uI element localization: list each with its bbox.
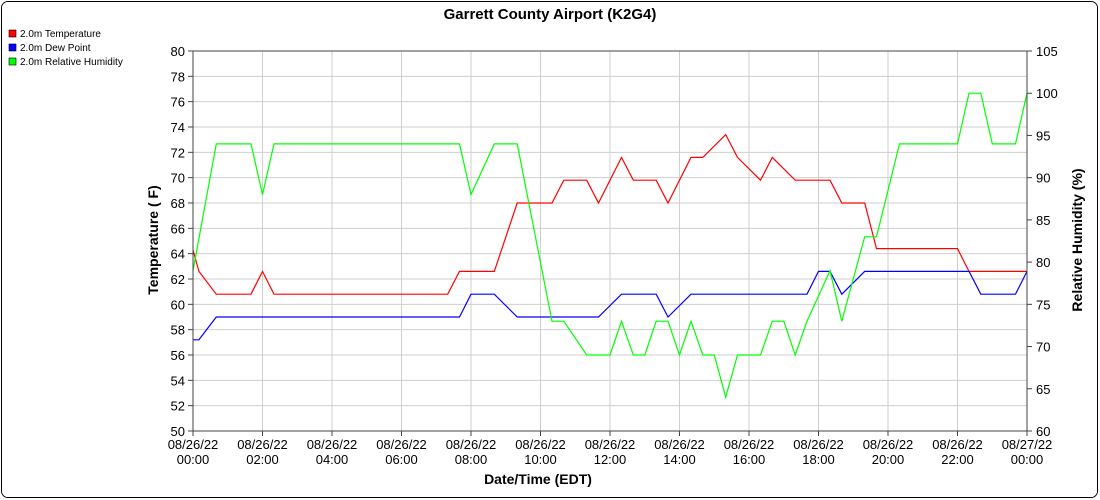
x-tick-date: 08/26/22	[376, 437, 427, 452]
left-tick-label: 80	[171, 44, 185, 59]
series-line-1	[193, 270, 1028, 341]
left-tick-label: 72	[171, 145, 185, 160]
right-tick-label: 100	[1036, 86, 1058, 101]
legend-swatch	[8, 29, 17, 38]
x-tick-date: 08/26/22	[515, 437, 566, 452]
x-tick-time: 00:00	[177, 452, 210, 467]
right-tick-label: 60	[1036, 424, 1050, 439]
right-tick-label: 65	[1036, 382, 1050, 397]
x-axis-ticks: 08/26/2200:0008/26/2202:0008/26/2204:000…	[168, 431, 1053, 467]
left-tick-label: 78	[171, 69, 185, 84]
x-tick-date: 08/26/22	[654, 437, 705, 452]
legend-label: 2.0m Relative Humidity	[20, 57, 123, 68]
x-tick-time: 22:00	[941, 452, 974, 467]
x-tick-time: 12:00	[594, 452, 627, 467]
x-tick-time: 08:00	[455, 452, 488, 467]
x-tick-date: 08/26/22	[446, 437, 497, 452]
x-tick-date: 08/26/22	[863, 437, 914, 452]
left-tick-label: 74	[171, 120, 185, 135]
chart-title: Garrett County Airport (K2G4)	[444, 6, 657, 23]
legend-label: 2.0m Dew Point	[20, 43, 91, 54]
left-tick-label: 58	[171, 323, 185, 338]
grid-lines	[192, 50, 1028, 432]
x-axis-label: Date/Time (EDT)	[484, 471, 592, 487]
x-tick-date: 08/26/22	[793, 437, 844, 452]
right-tick-label: 90	[1036, 171, 1050, 186]
right-axis-ticks: 60 65 70 75 80 85 90 95 100 105	[1027, 44, 1058, 439]
right-tick-label: 75	[1036, 297, 1050, 312]
x-tick-date: 08/26/22	[307, 437, 358, 452]
left-tick-label: 56	[171, 348, 185, 363]
left-axis-ticks: 50 52 54 56 58 60 62 64 66 68 70 72 74 76 78 80	[171, 44, 193, 439]
right-tick-label: 85	[1036, 213, 1050, 228]
x-tick-date: 08/27/22	[1002, 437, 1053, 452]
left-tick-label: 54	[171, 373, 185, 388]
x-tick-time: 02:00	[246, 452, 279, 467]
left-tick-label: 62	[171, 272, 185, 287]
x-tick-time: 06:00	[385, 452, 418, 467]
legend-label: 2.0m Temperature	[20, 29, 101, 40]
x-tick-time: 14:00	[663, 452, 696, 467]
x-tick-date: 08/26/22	[168, 437, 219, 452]
x-tick-time: 20:00	[872, 452, 905, 467]
x-tick-date: 08/26/22	[724, 437, 775, 452]
series-line-0	[192, 133, 1027, 295]
legend-swatch	[8, 57, 17, 66]
x-tick-time: 10:00	[524, 452, 557, 467]
left-tick-label: 66	[171, 221, 185, 236]
left-tick-label: 60	[171, 297, 185, 312]
x-tick-date: 08/26/22	[237, 437, 288, 452]
right-tick-label: 80	[1036, 255, 1050, 270]
right-tick-label: 70	[1036, 340, 1050, 355]
left-tick-label: 52	[171, 399, 185, 414]
x-tick-time: 00:00	[1011, 452, 1044, 467]
legend-swatch	[8, 43, 17, 52]
x-tick-time: 16:00	[733, 452, 766, 467]
chart-legend: 2.0m Temperature 2.0m Dew Point 2.0m Relat…	[8, 29, 123, 68]
left-tick-label: 76	[171, 95, 185, 110]
series-line-2	[192, 92, 1028, 400]
left-tick-label: 70	[171, 171, 185, 186]
x-tick-date: 08/26/22	[585, 437, 636, 452]
left-tick-label: 64	[171, 247, 185, 262]
x-tick-time: 04:00	[316, 452, 349, 467]
right-tick-label: 95	[1036, 128, 1050, 143]
right-axis-label: Relative Humidity (%)	[1069, 168, 1085, 311]
x-tick-time: 18:00	[802, 452, 835, 467]
right-tick-label: 105	[1036, 44, 1058, 59]
x-tick-date: 08/26/22	[932, 437, 983, 452]
left-tick-label: 68	[171, 196, 185, 211]
series-layer	[192, 92, 1028, 400]
left-tick-label: 50	[171, 424, 185, 439]
left-axis-label: Temperature ( F)	[145, 185, 161, 294]
